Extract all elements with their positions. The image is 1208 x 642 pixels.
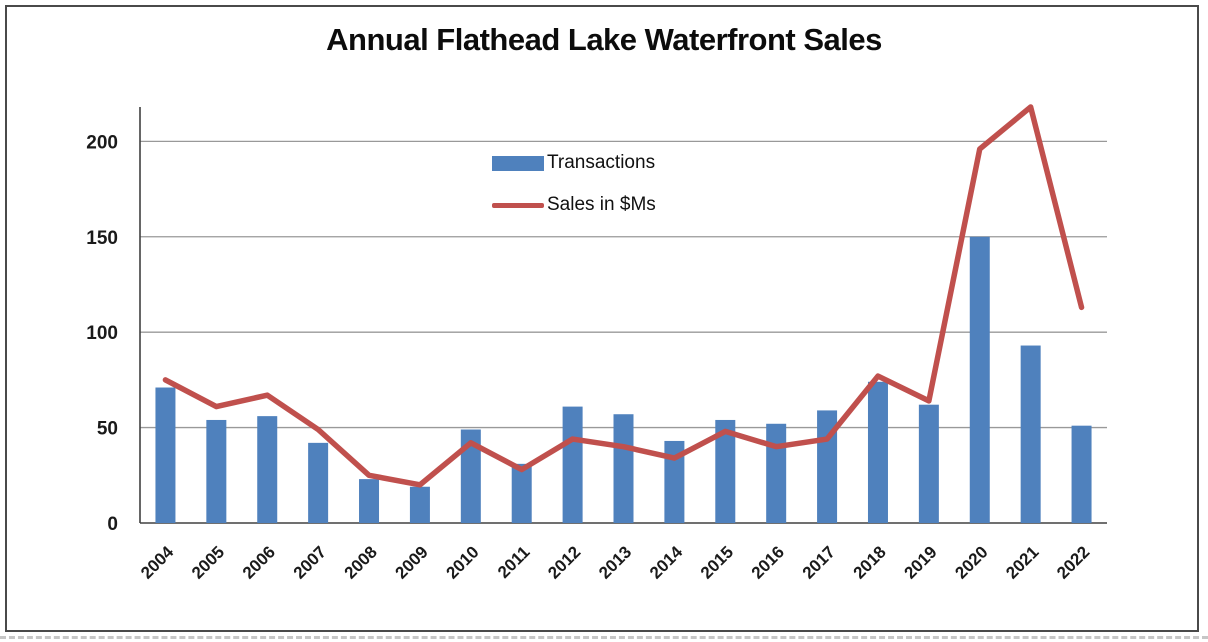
bar-2004 (155, 387, 176, 523)
x-tick-label-2007: 2007 (290, 542, 330, 582)
bar-2012 (562, 406, 583, 523)
y-tick-label-0: 0 (107, 514, 118, 535)
x-tick-label-2020: 2020 (951, 542, 991, 582)
legend-item-transactions: Transactions (492, 152, 656, 174)
x-tick-label-2015: 2015 (697, 542, 737, 582)
legend-bar-swatch-icon (492, 155, 544, 171)
bar-2021 (1020, 345, 1041, 523)
bar-2010 (460, 429, 481, 523)
x-tick-label-2010: 2010 (442, 542, 482, 582)
bar-2022 (1071, 425, 1092, 523)
legend-item-sales: Sales in $Ms (492, 194, 656, 216)
bar-2008 (359, 479, 380, 523)
x-tick-label-2011: 2011 (494, 542, 534, 582)
legend-line-swatch-icon (492, 202, 544, 208)
y-tick-label-50: 50 (97, 419, 118, 440)
x-tick-label-2013: 2013 (595, 542, 635, 582)
x-tick-label-2018: 2018 (850, 542, 890, 582)
bar-2011 (511, 463, 532, 523)
y-tick-label-200: 200 (86, 132, 118, 153)
x-tick-label-2008: 2008 (341, 542, 381, 582)
bar-2015 (715, 419, 736, 523)
bar-2005 (206, 419, 227, 523)
chart-legend: Transactions Sales in $Ms (492, 152, 656, 216)
bar-2013 (613, 414, 634, 523)
bar-2020 (969, 236, 990, 523)
bar-2019 (918, 404, 939, 523)
x-tick-label-2022: 2022 (1053, 542, 1093, 582)
sales-line (162, 104, 1085, 488)
x-tick-label-2017: 2017 (799, 542, 839, 582)
x-tick-label-2014: 2014 (646, 542, 687, 583)
x-tick-label-2021: 2021 (1002, 542, 1042, 582)
x-tick-label-2006: 2006 (239, 542, 279, 582)
bar-2016 (766, 423, 787, 523)
y-tick-label-100: 100 (86, 323, 118, 344)
x-tick-label-2009: 2009 (392, 542, 432, 582)
legend-label-transactions: Transactions (547, 152, 656, 173)
bottom-edge-artifact (0, 636, 1208, 639)
bar-2006 (257, 416, 278, 523)
bar-2009 (409, 486, 430, 523)
bar-2018 (867, 381, 888, 523)
bar-2014 (664, 440, 685, 523)
bar-2007 (308, 442, 329, 523)
x-tick-label-2012: 2012 (544, 542, 584, 582)
x-tick-label-2005: 2005 (188, 542, 228, 582)
x-tick-label-2004: 2004 (137, 542, 178, 583)
legend-label-sales: Sales in $Ms (547, 194, 656, 215)
x-tick-label-2016: 2016 (748, 542, 788, 582)
y-tick-label-150: 150 (86, 228, 118, 249)
x-tick-label-2019: 2019 (901, 542, 941, 582)
chart-title: Annual Flathead Lake Waterfront Sales (326, 22, 882, 57)
